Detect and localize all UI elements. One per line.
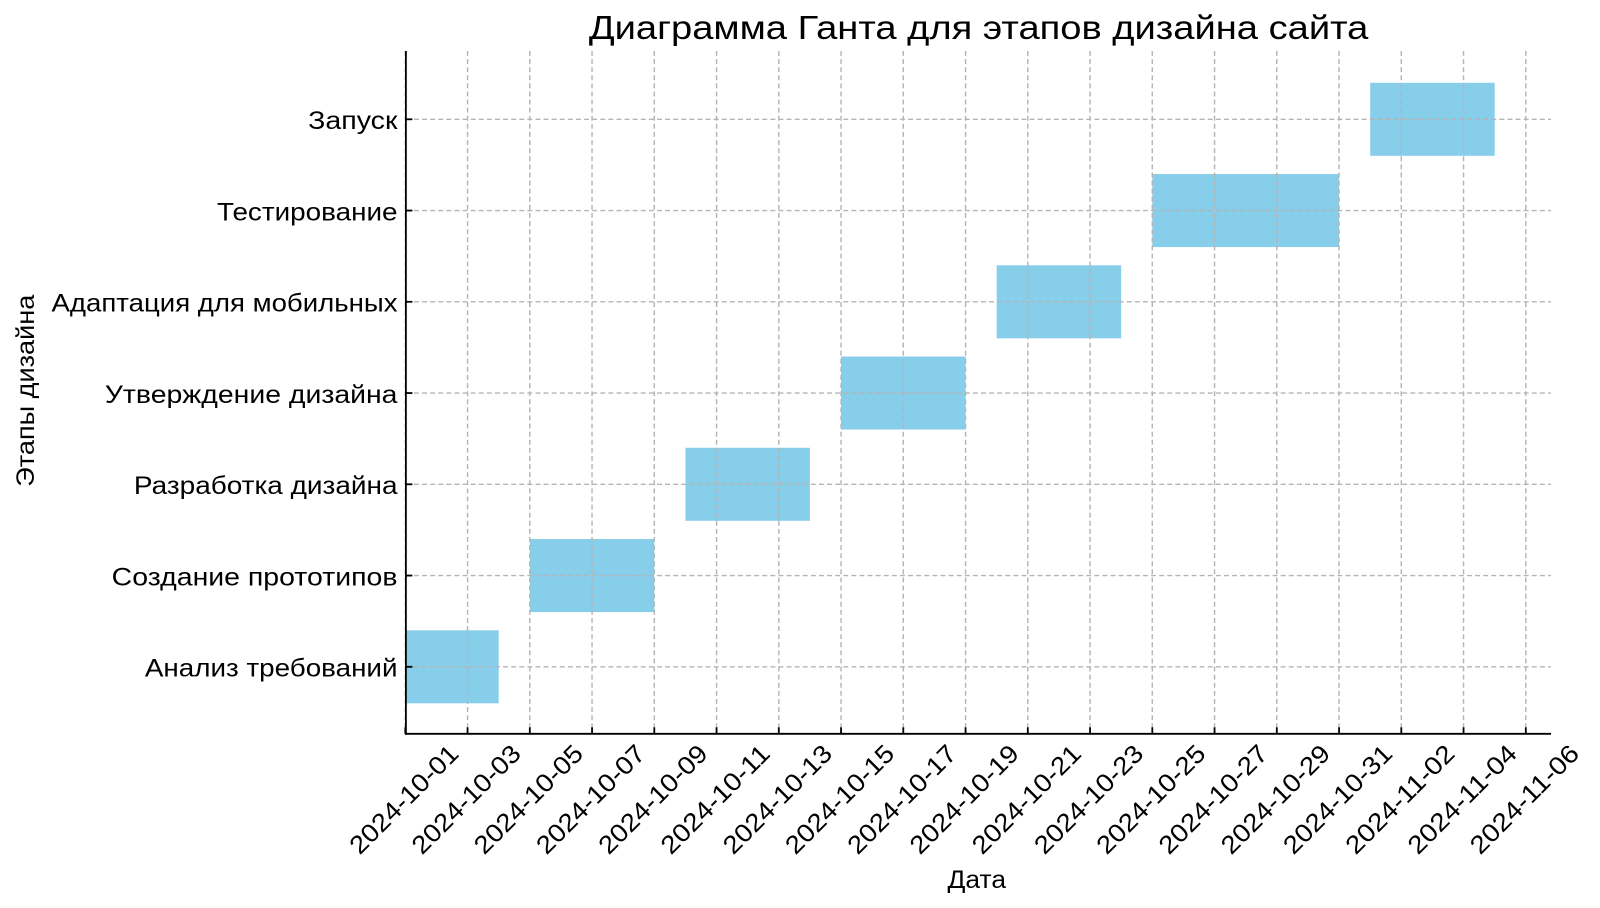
svg-text:Дата: Дата: [948, 866, 1007, 894]
svg-text:Анализ требований: Анализ требований: [145, 655, 398, 683]
svg-text:Запуск: Запуск: [308, 107, 398, 135]
svg-text:Утверждение дизайна: Утверждение дизайна: [105, 381, 399, 409]
svg-text:Тестирование: Тестирование: [217, 198, 398, 226]
svg-text:Разработка дизайна: Разработка дизайна: [134, 472, 399, 500]
svg-text:Диаграмма Ганта для этапов диз: Диаграмма Ганта для этапов дизайна сайта: [589, 9, 1369, 46]
svg-text:Адаптация для мобильных: Адаптация для мобильных: [52, 290, 398, 318]
svg-text:Создание прототипов: Создание прототипов: [112, 563, 398, 591]
svg-text:Этапы дизайна: Этапы дизайна: [12, 294, 40, 487]
